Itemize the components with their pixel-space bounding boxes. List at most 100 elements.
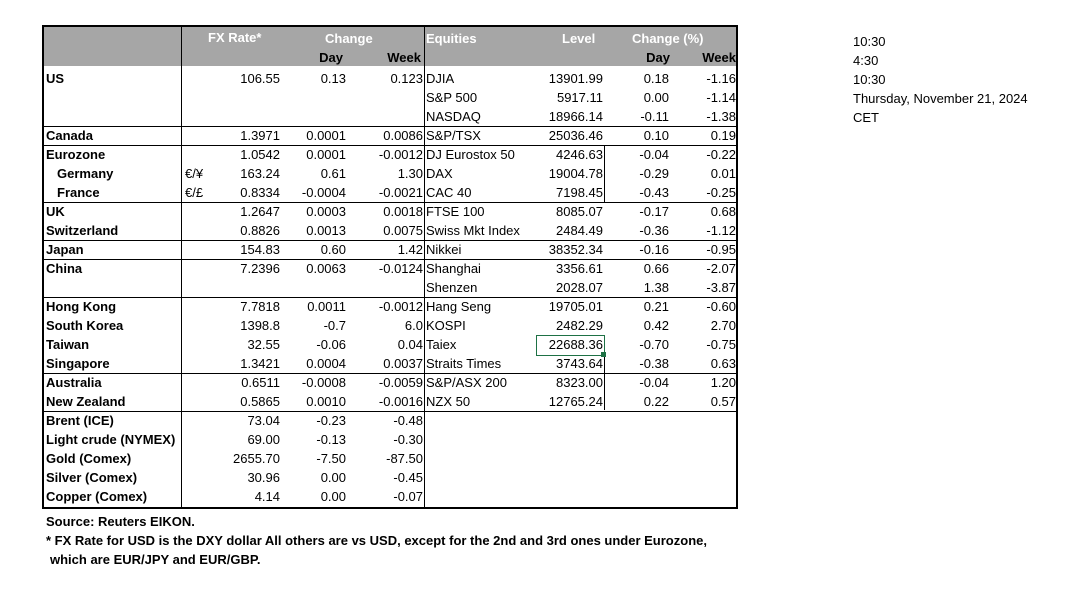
fx-rate-value: 163.24	[240, 166, 280, 181]
header-level: Level	[562, 31, 596, 46]
fx-day-change: -0.0008	[301, 375, 346, 390]
grid-line-vertical	[42, 25, 44, 509]
fx-rate-value: 2655.70	[233, 451, 280, 466]
fx-day-change: 0.0010	[306, 394, 346, 409]
equity-week-change: 0.19	[710, 128, 736, 143]
grid-line-horizontal	[424, 240, 738, 241]
fx-week-change: -0.0059	[378, 375, 423, 390]
time-info-line: CET	[853, 110, 879, 125]
grid-line-horizontal	[42, 411, 424, 412]
equity-index-name: FTSE 100	[426, 204, 485, 219]
fx-day-change: 0.13	[320, 71, 346, 86]
fx-rate-value: 7.2396	[240, 261, 280, 276]
equity-day-change: 1.38	[643, 280, 669, 295]
equity-day-change: 0.21	[643, 299, 669, 314]
equity-index-name: DJIA	[426, 71, 455, 86]
row-label: Brent (ICE)	[46, 413, 114, 428]
fx-day-change: 0.0001	[306, 128, 346, 143]
equity-week-change: -0.60	[706, 299, 736, 314]
fx-week-change: -0.30	[393, 432, 423, 447]
equity-week-change	[672, 411, 736, 430]
grid-line-horizontal	[42, 507, 738, 509]
market-data-table: FX Rate* Change Day Week Equities Level Change…	[42, 25, 738, 509]
equity-day-change: 0.66	[643, 261, 669, 276]
equity-week-change: -1.38	[706, 109, 736, 124]
row-label: UK	[46, 204, 65, 219]
fx-day-change	[285, 107, 346, 126]
fx-day-change	[285, 278, 346, 297]
fx-week-change: -0.48	[393, 413, 423, 428]
grid-line-horizontal	[42, 126, 424, 127]
fx-rate-value: 0.8826	[240, 223, 280, 238]
fx-rate-value	[202, 107, 280, 126]
fx-week-change: -87.50	[386, 451, 423, 466]
equity-index-name: CAC 40	[426, 185, 472, 200]
fx-rate-value: 1.3421	[240, 356, 280, 371]
row-label: Copper (Comex)	[46, 489, 148, 504]
equity-level	[522, 468, 603, 487]
equity-level: 3356.61	[556, 261, 603, 276]
fx-rate-value: 69.00	[247, 432, 280, 447]
grid-line-horizontal	[424, 411, 738, 412]
header-equities: Equities	[426, 31, 477, 46]
row-label: France	[57, 185, 100, 200]
grid-line-horizontal	[42, 373, 424, 374]
equity-week-change: -3.87	[706, 280, 736, 295]
currency-pair-symbol: €/£	[185, 185, 204, 200]
equity-index-name: Straits Times	[426, 356, 502, 371]
equity-week-change: 2.70	[710, 318, 736, 333]
header-change: Change	[325, 31, 373, 46]
fx-day-change: 0.0013	[306, 223, 346, 238]
grid-line-vertical	[736, 25, 738, 509]
equity-week-change: -0.25	[706, 185, 736, 200]
equity-index-name: Shanghai	[426, 261, 481, 276]
equity-level: 8323.00	[556, 375, 603, 390]
time-info-line: 10:30	[853, 72, 886, 87]
row-label: Eurozone	[46, 147, 106, 162]
fx-week-change: -0.0012	[378, 147, 423, 162]
equity-week-change: -0.95	[706, 242, 736, 257]
equity-week-change: 0.01	[710, 166, 736, 181]
fx-week-change: 0.0075	[383, 223, 423, 238]
equity-index-name: KOSPI	[426, 318, 466, 333]
equity-week-change	[672, 468, 736, 487]
equity-day-change	[607, 468, 669, 487]
row-label: Japan	[46, 242, 84, 257]
equity-level: 25036.46	[548, 128, 603, 143]
header-eq-day: Day	[646, 50, 670, 65]
row-label: Gold (Comex)	[46, 451, 132, 466]
fx-day-change: 0.60	[320, 242, 346, 257]
fx-week-change	[348, 278, 423, 297]
equity-index-name: NASDAQ	[426, 109, 481, 124]
fx-rate-value: 1.3971	[240, 128, 280, 143]
fx-rate-value: 0.6511	[241, 375, 280, 390]
equity-index-name: Taiex	[426, 337, 457, 352]
fx-rate-value: 106.55	[240, 71, 280, 86]
equity-index-name: DJ Eurostox 50	[426, 147, 515, 162]
equity-level: 4246.63	[556, 147, 603, 162]
equity-day-change: -0.16	[639, 242, 669, 257]
fx-rate-value: 4.14	[254, 489, 280, 504]
equity-level: 2484.49	[556, 223, 603, 238]
equity-level: 22688.36	[548, 337, 603, 352]
grid-line-horizontal	[42, 25, 738, 27]
equity-level	[522, 430, 603, 449]
equity-level: 18966.14	[548, 109, 603, 124]
equity-day-change: 0.00	[643, 90, 669, 105]
equity-day-change: -0.36	[639, 223, 669, 238]
header-fx-rate: FX Rate*	[208, 30, 262, 45]
row-label: Silver (Comex)	[46, 470, 138, 485]
time-info-line: 10:30	[853, 34, 886, 49]
fx-rate-value	[202, 278, 280, 297]
fx-day-change: -0.13	[316, 432, 346, 447]
equity-index-name: S&P 500	[426, 90, 478, 105]
footnote-line-1: * FX Rate for USD is the DXY dollar All …	[46, 533, 707, 548]
equity-level: 38352.34	[548, 242, 603, 257]
fx-rate-value: 1.2647	[240, 204, 280, 219]
equity-level: 8085.07	[556, 204, 603, 219]
equity-day-change: 0.22	[643, 394, 669, 409]
fx-day-change: 0.00	[320, 489, 346, 504]
equity-level: 12765.24	[548, 394, 603, 409]
row-label: US	[46, 71, 65, 86]
equity-day-change	[607, 430, 669, 449]
